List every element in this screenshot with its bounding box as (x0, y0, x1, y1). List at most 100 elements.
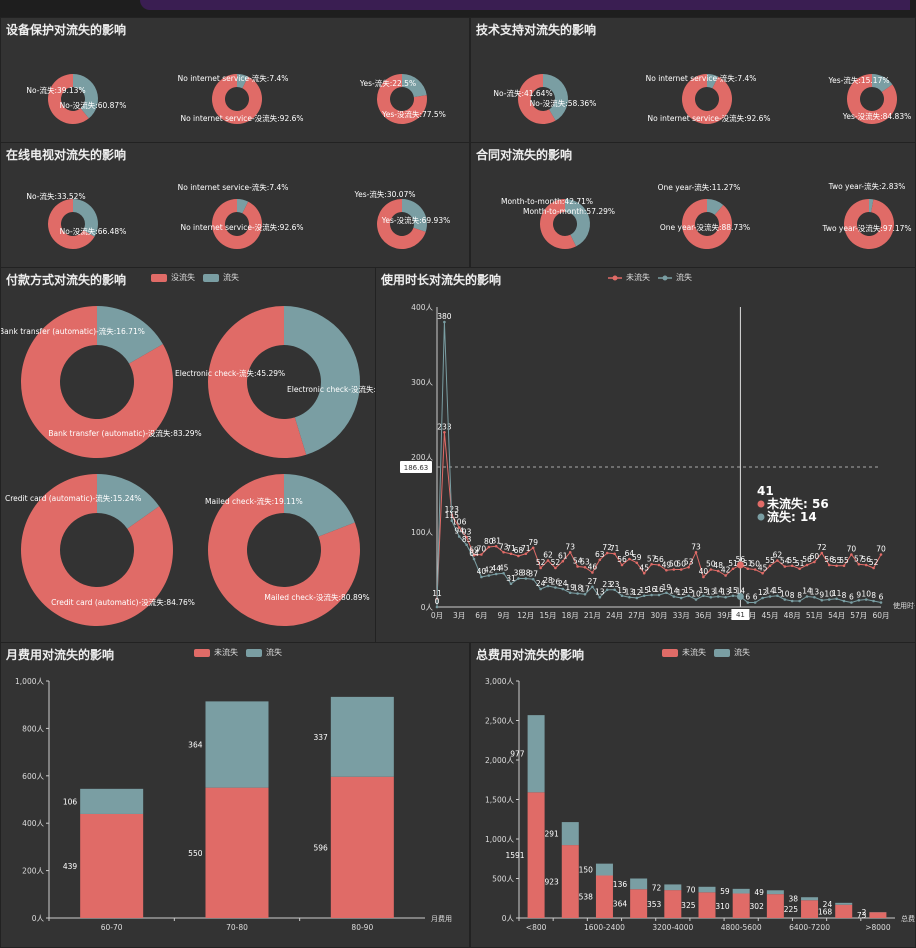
x-tick-label: 48月 (784, 611, 801, 620)
data-label: 62 (543, 551, 553, 560)
data-label: 12 (758, 588, 768, 597)
y-tick-label: 3,000人 (485, 677, 514, 686)
legend-label-churn: 流失 (676, 273, 692, 282)
data-point (509, 582, 513, 586)
chart-title: 总费用对流失的影响 (476, 648, 585, 662)
data-label: 11 (832, 589, 842, 598)
data-point (650, 593, 653, 597)
pie-slice-churn (97, 306, 163, 364)
pie-slice-churn (97, 474, 160, 529)
data-label: 42 (721, 566, 731, 575)
legend[interactable]: 未流失 流失 (608, 272, 692, 283)
x-tick-label: 33月 (673, 611, 690, 620)
bar-value-churn: 59 (720, 887, 730, 896)
data-label: 55 (787, 556, 797, 565)
pie-label: Electronic check-流失:45.29% (175, 368, 285, 378)
data-point (435, 605, 439, 609)
data-label: 18 (573, 584, 583, 593)
data-label: 38 (521, 569, 531, 578)
data-label: 46 (588, 563, 598, 572)
pie-slice-stay (207, 474, 360, 626)
panel-protect: 设备保护对流失的影响 No-流失:39.13% No-没流失:60.87% No i… (0, 17, 470, 143)
legend[interactable]: 没流失 流失 (151, 272, 239, 283)
data-point (879, 553, 883, 556)
data-point (480, 553, 483, 556)
data-label: 59 (632, 553, 642, 562)
data-point (850, 553, 853, 556)
data-point (443, 430, 446, 434)
data-label: 42 (484, 566, 494, 575)
data-point (472, 557, 476, 561)
pie-slice-stay (47, 74, 89, 124)
bar-value-churn: 106 (63, 797, 78, 806)
threshold-label: 186.63 (404, 464, 429, 472)
data-label: 63 (595, 550, 605, 559)
chart-title: 在线电视对流失的影响 (6, 148, 127, 162)
bar-churn (205, 701, 269, 788)
x-axis-label: 月费用 (431, 914, 452, 923)
bar-value-churn: 38 (788, 895, 798, 904)
data-label: 8 (871, 591, 876, 600)
legend-swatch-churn (203, 273, 219, 282)
pie-slice-churn (402, 74, 427, 98)
bar-chart-total: 0人 500人 1,000人 1,500人 2,000人 2,500人 3,000人总费用 1… (485, 677, 916, 932)
data-point (642, 594, 646, 598)
pie-label: No-流失:39.13% (26, 85, 85, 95)
bar-churn (732, 888, 750, 894)
data-label: 16 (647, 585, 657, 594)
pie-label: No-流失:41.64% (493, 88, 552, 98)
x-tick-label: 80-90 (351, 923, 373, 932)
data-point (761, 596, 764, 600)
legend[interactable]: 未流失 流失 (662, 647, 750, 658)
bar-churn (835, 902, 853, 905)
data-label: 64 (469, 549, 479, 558)
chart-title: 使用时长对流失的影响 (381, 273, 502, 287)
data-point (864, 598, 868, 601)
legend-label-stay: 没流失 (171, 273, 195, 282)
x-axis-label: 总费用 (901, 914, 916, 923)
data-label: 13 (625, 587, 635, 596)
data-point (805, 563, 809, 567)
data-point (628, 557, 631, 561)
bar-value-stay: 353 (647, 900, 662, 909)
data-label: 71 (610, 544, 620, 553)
data-point (487, 545, 491, 549)
data-label: 8 (842, 591, 847, 600)
data-point (472, 553, 476, 557)
data-point (605, 551, 609, 555)
pie-slice-churn (869, 199, 874, 213)
data-label: 9 (856, 590, 861, 599)
x-tick-label: 3月 (453, 611, 465, 620)
data-label: 8 (797, 591, 802, 600)
data-point (790, 599, 794, 603)
pie-label: No internet service-没流失:92.6% (180, 113, 303, 123)
pie-label: Month-to-month:57.29% (523, 207, 615, 216)
pie-label: No-没流失:66.48% (60, 226, 127, 236)
data-point (591, 571, 594, 574)
data-label: 10 (691, 590, 701, 599)
data-label: 6 (849, 593, 854, 602)
data-point (850, 601, 853, 604)
bar-stay (527, 792, 545, 918)
legend-swatch-stay (194, 648, 210, 657)
pie-label: No internet service-流失:7.4% (178, 73, 289, 83)
data-label: 14 (736, 587, 746, 596)
y-tick-label: 1,500人 (485, 796, 514, 805)
data-point (813, 560, 816, 564)
data-label: 24 (558, 579, 568, 588)
pie-label: Month-to-month:42.71% (501, 197, 593, 206)
bar-value-churn: 2 (862, 908, 867, 917)
bar-stay (205, 787, 269, 918)
legend-swatch-churn (246, 648, 262, 657)
bar-churn (527, 715, 545, 793)
legend[interactable]: 未流失 流失 (194, 647, 282, 658)
bar-churn (630, 878, 648, 890)
legend-line-churn (658, 275, 672, 280)
data-point (768, 564, 772, 568)
data-label: 13 (721, 587, 731, 596)
data-point (554, 586, 557, 589)
pie-label: Yes-流失:22.5% (359, 78, 416, 88)
data-label: 48 (713, 561, 723, 570)
data-label: 62 (773, 551, 783, 560)
y-tick-label: 600人 (22, 772, 44, 781)
